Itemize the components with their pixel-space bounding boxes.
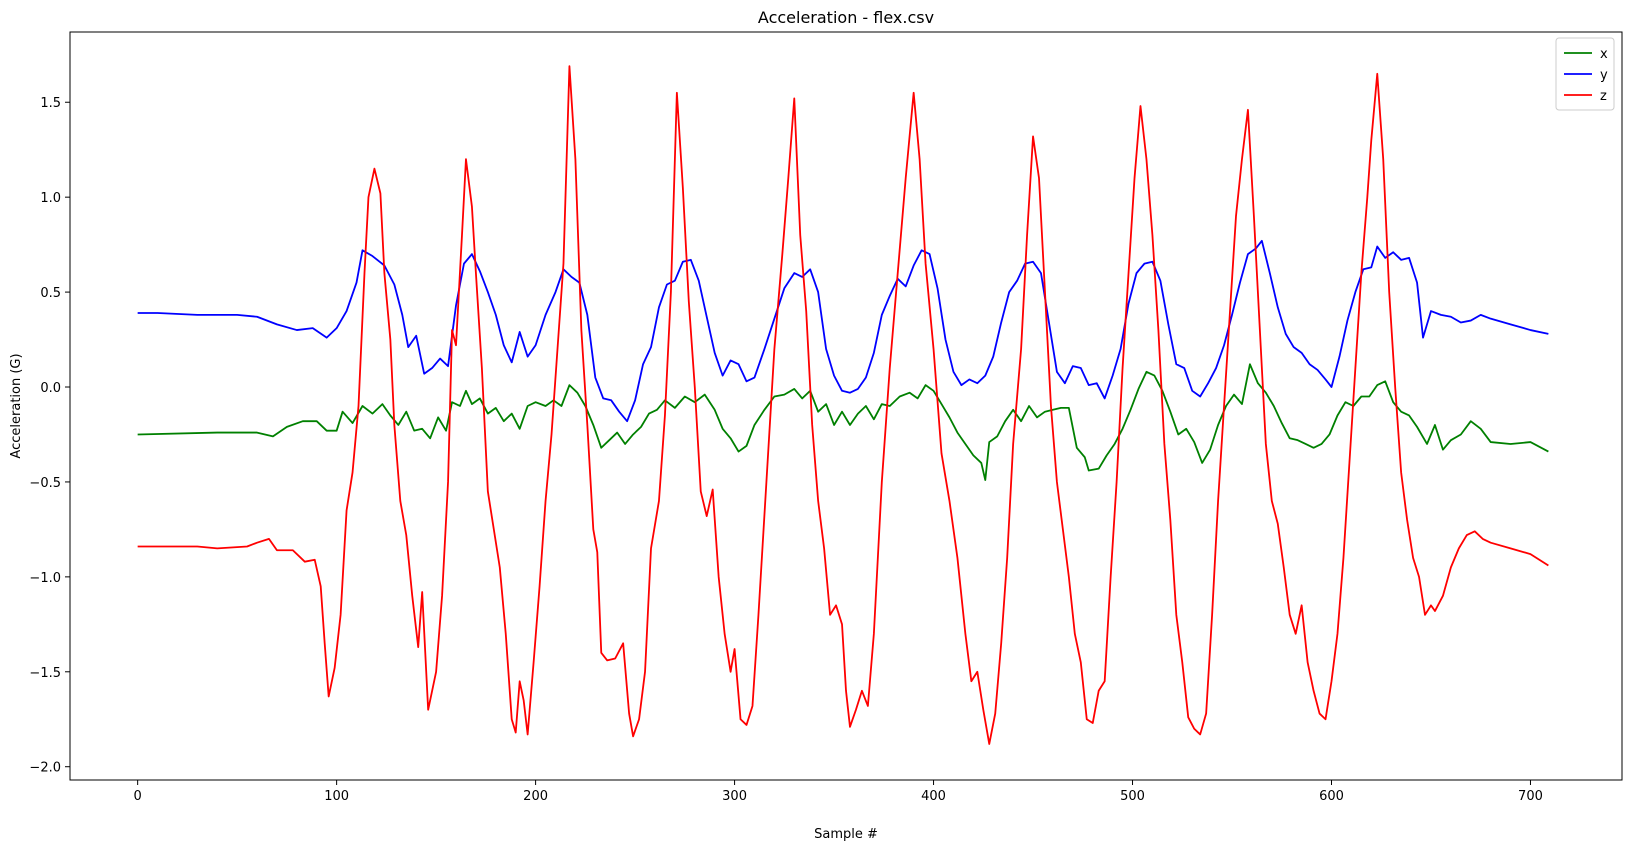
y-tick-label: 1.5: [40, 96, 61, 111]
plot-area: [137, 65, 1549, 745]
x-tick-label: 400: [921, 789, 946, 804]
x-axis-label: Sample #: [814, 827, 878, 842]
axes: 0 100 200 300 400 500 600 700 −2.0 −1.5 −1.0 −0.5 0.…: [29, 31, 1623, 804]
y-tick-label: −1.5: [29, 666, 61, 681]
y-axis-label: Acceleration (G): [9, 353, 24, 458]
x-tick-label: 300: [722, 789, 747, 804]
x-tick-label: 500: [1120, 789, 1145, 804]
x-tick-label: 600: [1319, 789, 1344, 804]
legend: xyz: [1555, 37, 1615, 111]
x-tick-label: 0: [134, 789, 142, 804]
y-tick-label: −0.5: [29, 476, 61, 491]
legend-label-y: y: [1600, 68, 1608, 83]
y-tick-label: −1.0: [29, 571, 61, 586]
legend-label-x: x: [1600, 47, 1608, 62]
series-line-x: [137, 363, 1549, 481]
x-tick-label: 700: [1518, 789, 1543, 804]
axes-frame: [69, 31, 1623, 781]
x-tick-label: 100: [324, 789, 349, 804]
y-tick-label: 0.0: [40, 381, 61, 396]
y-tick-label: 0.5: [40, 286, 61, 301]
x-tick-label: 200: [523, 789, 548, 804]
y-tick-label: −2.0: [29, 761, 61, 776]
y-tick-label: 1.0: [40, 191, 61, 206]
chart-title: Acceleration - flex.csv: [758, 8, 934, 27]
series-line-z: [137, 65, 1549, 745]
legend-label-z: z: [1600, 89, 1607, 104]
